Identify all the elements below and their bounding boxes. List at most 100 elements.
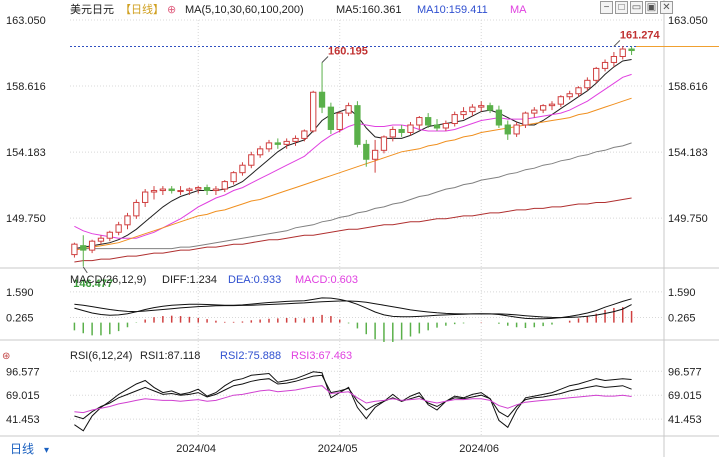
candle[interactable] [168,188,175,192]
candle[interactable] [292,137,299,142]
candle[interactable] [283,140,290,145]
minimize-button[interactable]: − [600,1,613,14]
rsi-y-label-left: 41.453 [6,414,40,426]
candle[interactable] [71,243,78,256]
macd-y-label-left: 0.265 [6,313,34,325]
candle[interactable] [150,190,158,193]
candle[interactable] [593,67,600,81]
candle[interactable] [407,124,414,133]
candle[interactable] [124,215,131,226]
ma-line-ma60 [74,142,632,250]
candle[interactable] [80,245,87,251]
y-tick-label-left: 154.183 [6,147,46,159]
candle[interactable] [486,105,494,111]
candle[interactable] [133,201,140,217]
candle[interactable] [265,142,273,150]
ma5-value: MA5:160.361 [336,4,401,16]
candle[interactable] [274,142,281,145]
candle[interactable] [566,93,573,98]
candle[interactable] [97,237,105,242]
candle[interactable] [522,112,529,126]
candle[interactable] [601,61,609,69]
rsi2-value: RSI2:75.888 [220,350,281,362]
maximize-button[interactable]: □ [615,1,628,14]
candle[interactable] [248,154,255,166]
candle[interactable] [451,114,458,125]
candle[interactable] [425,117,432,126]
candle[interactable] [142,191,149,203]
rsi-title: RSI(6,12,24) [70,350,132,362]
rsi-y-label-right: 41.453 [668,414,702,426]
candle[interactable] [256,148,264,156]
candle[interactable] [416,117,423,126]
candle[interactable] [557,96,564,105]
candle[interactable] [88,240,96,251]
candle[interactable] [584,79,591,89]
candle[interactable] [398,128,405,133]
candle[interactable] [389,128,396,138]
candle[interactable] [442,123,450,129]
candle[interactable] [115,224,122,233]
candle[interactable] [239,164,246,174]
period-tab[interactable] [0,441,56,457]
candle[interactable] [628,48,635,52]
rsi-y-label-left: 96.577 [6,366,40,378]
ma-line-ma100 [74,197,632,263]
macd-y-label-right: 1.590 [668,287,696,299]
candle[interactable] [195,187,202,190]
candle[interactable] [310,91,317,132]
low-price-annotation: 146.477 [73,278,113,290]
candle[interactable] [531,109,538,114]
period-tab-label: 日线 [10,442,34,456]
ma-line-ma10 [74,73,632,239]
candle[interactable] [327,106,335,130]
restore-button[interactable]: ▭ [630,1,643,14]
high-price-annotation: 160.195 [328,46,368,58]
candle[interactable] [354,105,361,145]
candle[interactable] [221,181,228,190]
macd-diff-line [74,297,632,320]
candle[interactable] [548,103,556,107]
ma-params-label: MA(5,10,30,60,100,200) [185,4,304,16]
candle[interactable] [106,231,113,239]
candle[interactable] [469,106,476,113]
macd-y-label-left: 1.590 [6,287,34,299]
candle[interactable] [203,187,211,192]
candle[interactable] [318,91,326,108]
macd-dea-line [74,300,632,319]
y-tick-label-right: 154.183 [668,147,708,159]
candle[interactable] [177,190,184,193]
candle[interactable] [345,105,352,114]
candle[interactable] [575,87,582,95]
candle[interactable] [504,124,511,135]
y-tick-label-right: 158.616 [668,81,708,93]
ma-line-ma30 [74,97,632,251]
candle[interactable] [301,130,308,139]
candle[interactable] [230,172,237,183]
candle[interactable] [371,149,379,160]
settings-icon[interactable]: ⊕ [167,4,176,16]
x-tick-label: 2024/06 [459,443,499,455]
annotation-pointer [613,40,621,47]
candle[interactable] [610,55,618,63]
rsi-y-label-right: 69.015 [668,390,702,402]
candle[interactable] [380,136,388,151]
candle[interactable] [460,111,467,116]
candle[interactable] [336,112,343,130]
candle[interactable] [186,188,193,192]
candle[interactable] [513,124,520,135]
candle[interactable] [363,143,370,160]
candle[interactable] [478,105,485,108]
rsi-settings-icon[interactable]: ⊛ [2,351,10,362]
candle[interactable] [619,48,626,57]
layout-button[interactable]: ▣ [645,1,658,14]
candle[interactable] [433,124,441,129]
candle[interactable] [159,188,167,192]
candle[interactable] [212,188,220,192]
candle[interactable] [495,109,503,126]
ma10-value: MA10:159.411 [417,4,488,16]
chevron-down-icon: ▾ [44,445,49,456]
candle[interactable] [539,105,547,111]
close-button[interactable]: ✕ [660,1,673,14]
